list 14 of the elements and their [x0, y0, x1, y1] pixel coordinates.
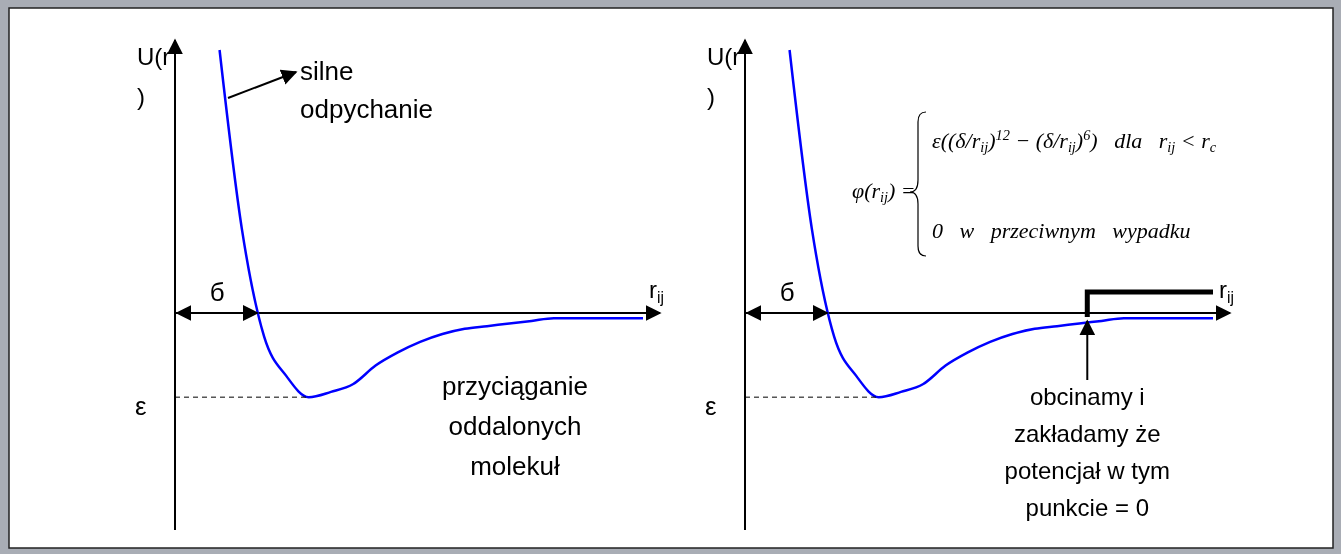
annotation: silne odpychanie — [300, 56, 433, 124]
annotation: 0 w przeciwnym wypadku — [932, 218, 1191, 243]
annotation: φ(r$_{ij}$) = — [852, 178, 916, 206]
annotation: obcinamy i zakładamy że potencjał w tym punkcie = 0 — [1004, 383, 1170, 521]
annotation: б — [209, 277, 225, 307]
y-axis-title: U(r) — [137, 43, 171, 110]
y-axis-title: U(r) — [707, 43, 741, 110]
annotation: б — [779, 277, 795, 307]
text: ε — [705, 391, 717, 422]
text: ε — [135, 391, 147, 422]
x-axis-title: r$_{ij}$ — [1219, 276, 1234, 306]
x-axis-title: r$_{ij}$ — [649, 276, 664, 306]
text: ε((δ/r$_{ij}$)$^{12}$ − (δ/r$_{ij}$)$^{6}$) dla r$_{ij}$ < r$_{c}$ — [932, 127, 1217, 156]
annotation: przyciąganie oddalonych molekuł — [442, 371, 588, 481]
